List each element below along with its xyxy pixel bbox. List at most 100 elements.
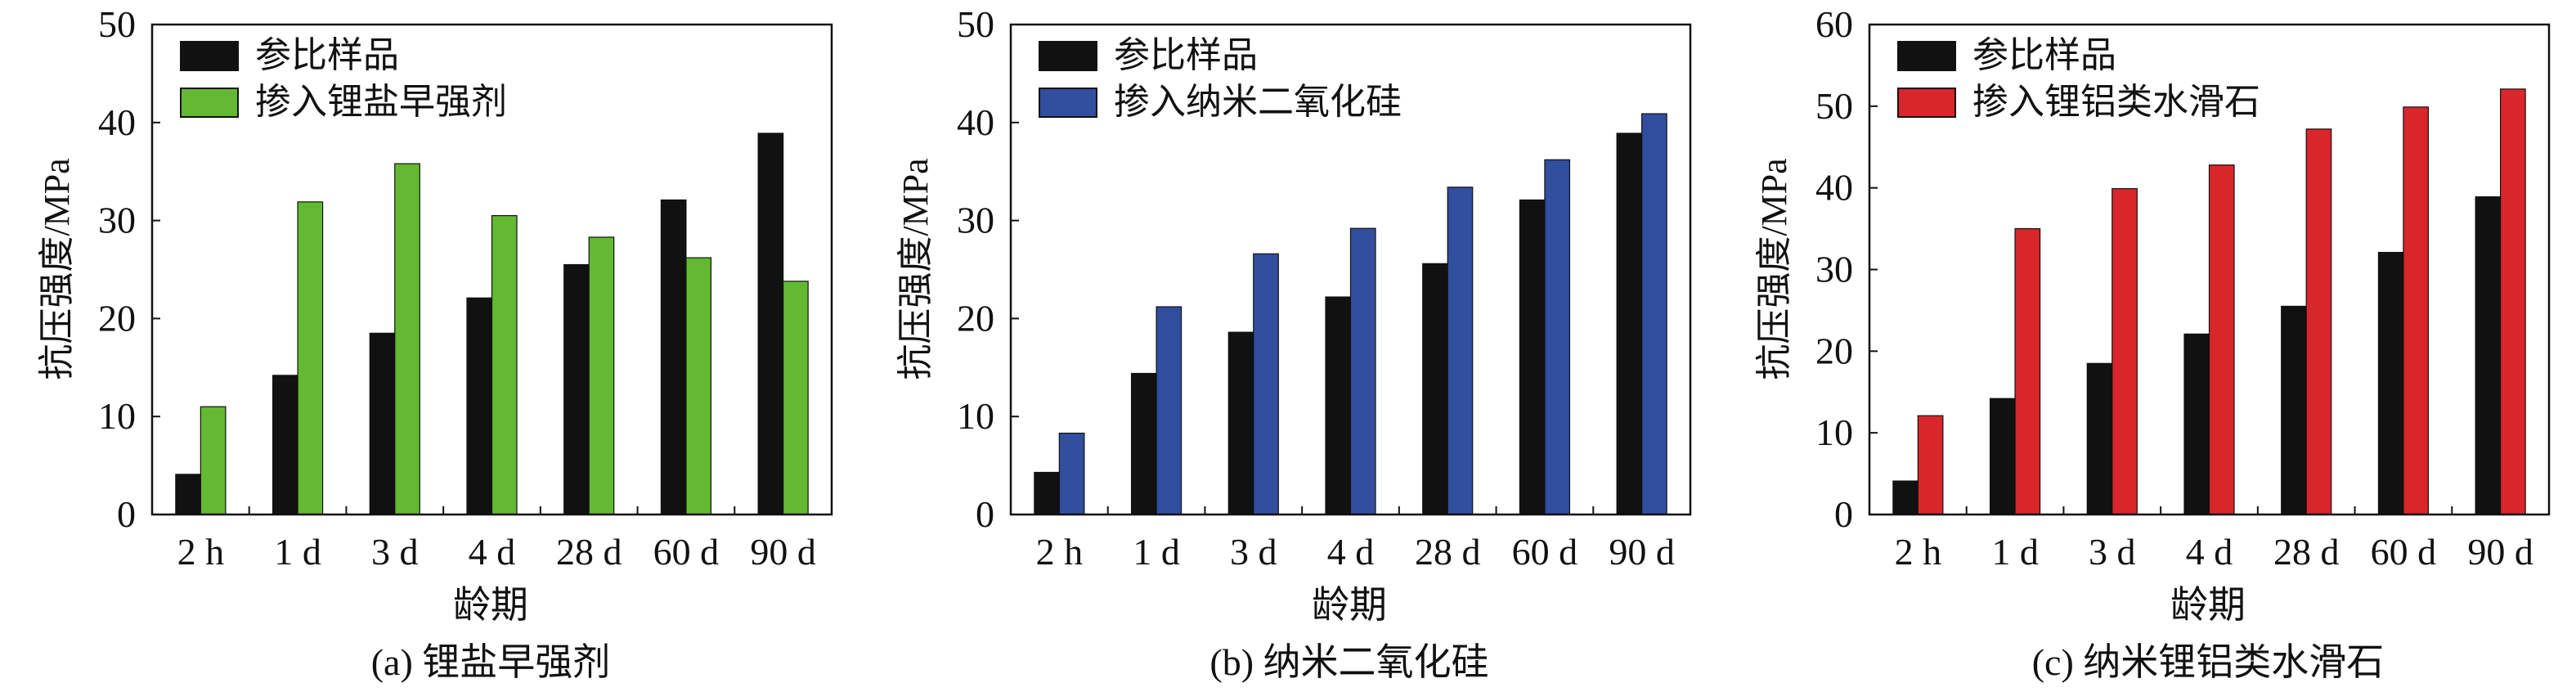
bar-additive-3: [2208, 164, 2235, 515]
bar-reference-5: [660, 199, 687, 515]
chart-panel-a: 0 10 20 30 40 50 2 h 1 d 3 d 4 d 28 d 60 d 90 d 龄期 抗压强…: [0, 0, 859, 688]
x-tick-label: 3 d: [371, 531, 419, 573]
x-tick-label: 1 d: [1133, 531, 1180, 573]
bar-reference-5: [2377, 251, 2404, 515]
x-axis-label: 龄期: [2170, 584, 2246, 626]
legend-label: 掺入锂盐早强剂: [255, 82, 507, 122]
plot-frame: [1009, 23, 1692, 516]
bar-additive-0: [200, 406, 227, 515]
bar-additive-2: [2112, 188, 2138, 515]
y-axis-label: 抗压强度/MPa: [1754, 158, 1794, 380]
chart-caption: (a) 锂盐早强剂: [371, 641, 611, 683]
x-tick-label: 2 h: [1895, 531, 1942, 573]
x-tick-label: 90 d: [750, 531, 816, 573]
x-tick-label: 2 h: [1036, 531, 1084, 573]
y-tick-label: 20: [957, 297, 994, 339]
chart-panel-c: 0 10 20 30 40 50 60 2 h 1 d 3 d 4 d 28 d 60 d 90 d 龄期 抗…: [1717, 0, 2576, 688]
bar-reference-0: [1892, 480, 1919, 515]
chart-panel-b: 0 10 20 30 40 50 2 h 1 d 3 d 4 d 28 d 60 d 90 d 龄期 抗压强…: [859, 0, 1717, 688]
x-tick-label: 90 d: [1609, 531, 1675, 573]
y-tick-label: 10: [1815, 411, 1853, 453]
legend-label: 参比样品: [255, 35, 399, 75]
legend-swatch: [180, 88, 239, 118]
legend-swatch: [1897, 41, 1956, 71]
bar-additive-1: [1156, 306, 1183, 515]
y-tick-label: 10: [957, 395, 994, 437]
bar-additive-0: [1058, 432, 1085, 515]
bar-reference-6: [2475, 196, 2502, 515]
y-tick-label: 50: [1815, 85, 1853, 127]
legend-swatch: [1039, 41, 1097, 71]
y-tick-label: 0: [976, 493, 994, 535]
bar-reference-3: [2183, 333, 2210, 515]
x-tick-label: 4 d: [1327, 531, 1375, 573]
plot-frame: [150, 23, 833, 516]
legend-label: 掺入锂铝类水滑石: [1972, 82, 2260, 122]
y-tick-label: 0: [1834, 493, 1853, 535]
bar-reference-3: [466, 297, 493, 515]
y-tick-label: 40: [957, 101, 994, 143]
bar-chart-b: 0 10 20 30 40 50 2 h 1 d 3 d 4 d 28 d 60 d 90 d 龄期 抗压强…: [895, 3, 1692, 683]
bar-additive-1: [2014, 227, 2041, 515]
x-tick-label: 3 d: [1230, 531, 1277, 573]
bar-chart-a: 0 10 20 30 40 50 2 h 1 d 3 d 4 d 28 d 60 d 90 d 龄期 抗压强…: [37, 3, 833, 683]
bar-reference-0: [175, 474, 201, 515]
x-axis-label: 龄期: [453, 584, 528, 626]
bar-reference-4: [1422, 263, 1448, 515]
bar-reference-6: [1616, 133, 1643, 515]
bar-reference-5: [1519, 199, 1546, 515]
x-tick-label: 2 h: [177, 531, 225, 573]
x-tick-label: 1 d: [274, 531, 321, 573]
y-tick-label: 50: [98, 3, 136, 45]
bar-additive-5: [2403, 106, 2430, 515]
y-tick-label: 30: [957, 200, 994, 241]
legend-swatch: [1039, 88, 1097, 118]
bar-additive-6: [1641, 113, 1667, 515]
legend-swatch: [180, 41, 239, 71]
x-tick-label: 60 d: [653, 531, 720, 573]
x-tick-label: 28 d: [556, 531, 622, 573]
x-tick-label: 3 d: [2089, 531, 2136, 573]
bar-reference-3: [1325, 296, 1352, 515]
bar-reference-6: [757, 133, 784, 515]
y-tick-label: 40: [98, 101, 136, 143]
bar-reference-1: [272, 375, 298, 515]
bar-additive-6: [2500, 88, 2526, 515]
bar-reference-2: [2086, 362, 2113, 515]
y-tick-label: 20: [98, 297, 136, 339]
x-tick-label: 60 d: [1512, 531, 1578, 573]
y-tick-label: 60: [1815, 3, 1853, 45]
y-tick-label: 20: [1815, 330, 1853, 371]
x-tick-label: 90 d: [2467, 531, 2533, 573]
bar-additive-2: [1253, 253, 1279, 515]
legend-swatch: [1897, 88, 1956, 118]
y-tick-label: 50: [957, 3, 994, 45]
x-tick-label: 1 d: [1991, 531, 2039, 573]
x-tick-label: 4 d: [469, 531, 516, 573]
y-tick-label: 40: [1815, 167, 1853, 209]
y-axis-label: 抗压强度/MPa: [895, 158, 936, 380]
bar-reference-1: [1130, 372, 1157, 515]
bar-reference-4: [2281, 305, 2307, 515]
bar-reference-4: [563, 263, 590, 515]
bar-additive-5: [1544, 159, 1571, 515]
x-tick-label: 28 d: [1415, 531, 1481, 573]
bar-reference-2: [369, 332, 396, 515]
legend-label: 掺入纳米二氧化硅: [1114, 82, 1402, 122]
bar-additive-5: [685, 257, 712, 515]
bar-additive-4: [1447, 186, 1474, 515]
y-tick-label: 30: [98, 200, 136, 241]
chart-caption: (b) 纳米二氧化硅: [1209, 641, 1488, 683]
chart-caption: (c) 纳米锂铝类水滑石: [2032, 641, 2385, 683]
y-tick-label: 10: [98, 395, 136, 437]
y-tick-label: 0: [117, 493, 136, 535]
bar-additive-6: [783, 281, 809, 515]
x-axis-label: 龄期: [1312, 584, 1387, 626]
y-tick-label: 30: [1815, 249, 1853, 290]
x-tick-label: 28 d: [2273, 531, 2340, 573]
bar-additive-4: [2305, 128, 2332, 515]
bar-additive-3: [491, 215, 518, 515]
bar-reference-1: [1989, 398, 2016, 515]
legend-label: 参比样品: [1972, 35, 2116, 75]
